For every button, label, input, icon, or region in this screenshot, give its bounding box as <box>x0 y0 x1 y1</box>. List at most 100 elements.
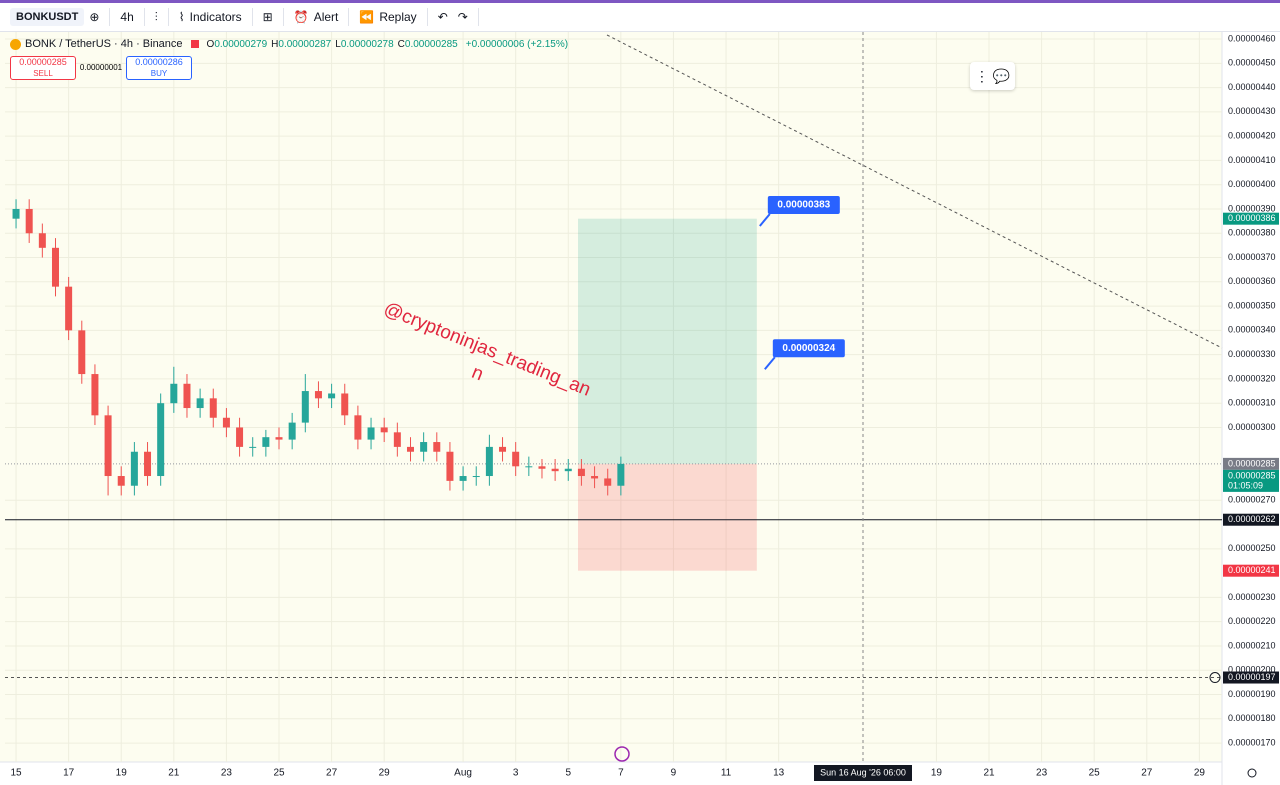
x-tick-label: 9 <box>671 768 677 779</box>
candle-body <box>446 451 454 481</box>
y-tick-label: 0.00000460 <box>1228 33 1276 43</box>
candle-body <box>104 415 112 477</box>
x-tick-label: 29 <box>379 768 391 779</box>
callout-label: 0.00000324 <box>782 343 835 354</box>
ohlc-key: L <box>335 38 341 50</box>
x-tick-label: 25 <box>1089 768 1101 779</box>
candle-body <box>420 442 428 452</box>
support-price-label-bg <box>1223 513 1279 526</box>
callout-label: 0.00000383 <box>777 200 830 211</box>
ohlc-value: 0.00000285 <box>404 38 458 50</box>
add-alert <box>1209 672 1221 684</box>
x-tick-label: 23 <box>221 768 233 779</box>
label: Alert <box>313 10 339 24</box>
level-price-label-bg <box>1223 671 1279 684</box>
level-price-label: 0.00000197 <box>1228 672 1276 682</box>
label: Indicators <box>189 10 242 24</box>
y-tick-label: 0.00000190 <box>1228 689 1276 699</box>
x-tick-label: 19 <box>931 768 943 779</box>
candle-body <box>328 393 336 399</box>
legend-dot <box>10 38 21 50</box>
icon: ⏰ <box>293 10 309 24</box>
candle-body <box>577 468 585 477</box>
layouts[interactable]: ⊞ <box>253 8 284 26</box>
plot-background <box>0 32 1222 762</box>
y-tick-label: 0.00000440 <box>1228 82 1276 92</box>
crosshair-label-bg <box>814 765 912 781</box>
candle-body <box>617 463 625 486</box>
candle-body <box>512 451 520 467</box>
target-zone <box>577 218 757 464</box>
candle-body <box>591 476 599 479</box>
legend: BONK / TetherUS · 4h · Binance O0.000002… <box>10 38 568 50</box>
x-tick-label: 17 <box>63 768 75 779</box>
candle-body <box>275 437 283 440</box>
countdown: 01:05:09 <box>1228 480 1263 490</box>
comment-tool[interactable]: ⋮ 💬 <box>970 62 1015 90</box>
interval[interactable]: 4h <box>110 8 145 26</box>
x-tick-label: 23 <box>1036 768 1048 779</box>
y-tick-label: 0.00000180 <box>1228 713 1276 723</box>
entry-price-label: 0.00000285 <box>1228 458 1276 468</box>
undo[interactable]: ↶ ↷ <box>428 8 479 26</box>
y-tick-label: 0.00000200 <box>1228 665 1276 675</box>
callout-pointer <box>764 356 776 370</box>
buy-button[interactable]: 0.00000286 BUY <box>126 56 192 80</box>
candle-body <box>78 330 86 375</box>
candle-body <box>183 383 191 409</box>
y-tick-label: 0.00000320 <box>1228 373 1276 383</box>
candle-body <box>209 398 217 418</box>
candle-body <box>393 432 401 447</box>
indicators[interactable]: ⌇ Indicators <box>169 8 253 26</box>
y-tick-label: 0.00000250 <box>1228 543 1276 553</box>
chart-type[interactable]: ⫶ <box>145 8 169 26</box>
ohlc-value: 0.00000279 <box>214 38 268 50</box>
last-price-label: 0.00000285 <box>1228 470 1276 480</box>
candle-body <box>262 437 270 447</box>
legend-title: BONK / TetherUS · 4h · Binance <box>25 38 183 50</box>
y-tick-label: 0.00000330 <box>1228 349 1276 359</box>
candle-body <box>406 446 414 452</box>
candle-body <box>249 446 257 448</box>
legend-flag <box>190 40 199 48</box>
candle-body <box>288 422 296 440</box>
callout-pointer <box>759 213 771 227</box>
x-tick-label: 21 <box>168 768 180 779</box>
ohlc: O0.00000279 H0.00000287 L0.00000278 C0.0000… <box>207 39 462 50</box>
spread: 0.00000001 <box>79 63 123 72</box>
symbol[interactable]: BONKUSDT <box>10 8 85 26</box>
entry-price-label-bg <box>1223 457 1279 470</box>
symbol-item[interactable]: BONKUSDT ⊕ <box>0 8 111 26</box>
candle-body <box>196 398 204 409</box>
ohlc-value: 0.00000278 <box>340 38 394 50</box>
x-tick-label: 25 <box>273 768 285 779</box>
x-tick-label: 13 <box>773 768 785 779</box>
candle-body <box>144 451 152 477</box>
x-tick-label: 29 <box>1194 768 1206 779</box>
candle-body <box>130 451 138 486</box>
sell-label: SELL <box>33 69 53 78</box>
sell-button[interactable]: 0.00000285 SELL <box>10 56 76 80</box>
callout-box <box>767 195 840 214</box>
replay[interactable]: ⏪ Replay <box>349 8 428 26</box>
candle-body <box>485 446 493 477</box>
y-tick-label: 0.00000380 <box>1228 228 1276 238</box>
candle-body <box>38 233 46 248</box>
stop-price-label: 0.00000241 <box>1228 565 1276 575</box>
y-tick-label: 0.00000210 <box>1228 640 1276 650</box>
x-tick-label: 5 <box>565 768 571 779</box>
x-tick-label: 19 <box>116 768 128 779</box>
label: Replay <box>379 10 417 24</box>
candle-body <box>51 247 59 287</box>
settings-icon <box>1247 768 1257 778</box>
x-tick-label: 7 <box>618 768 624 779</box>
x-tick-label: 15 <box>10 768 22 779</box>
y-tick-label: 0.00000220 <box>1228 616 1276 626</box>
candle-body <box>564 468 572 472</box>
y-tick-label: 0.00000300 <box>1228 422 1276 432</box>
icon[interactable]: ⊕ <box>89 10 100 24</box>
target-price-label-bg <box>1223 212 1279 225</box>
ohlc-key: C <box>397 38 405 50</box>
alert[interactable]: ⏰ Alert <box>284 8 350 26</box>
y-tick-label: 0.00000430 <box>1228 106 1276 116</box>
